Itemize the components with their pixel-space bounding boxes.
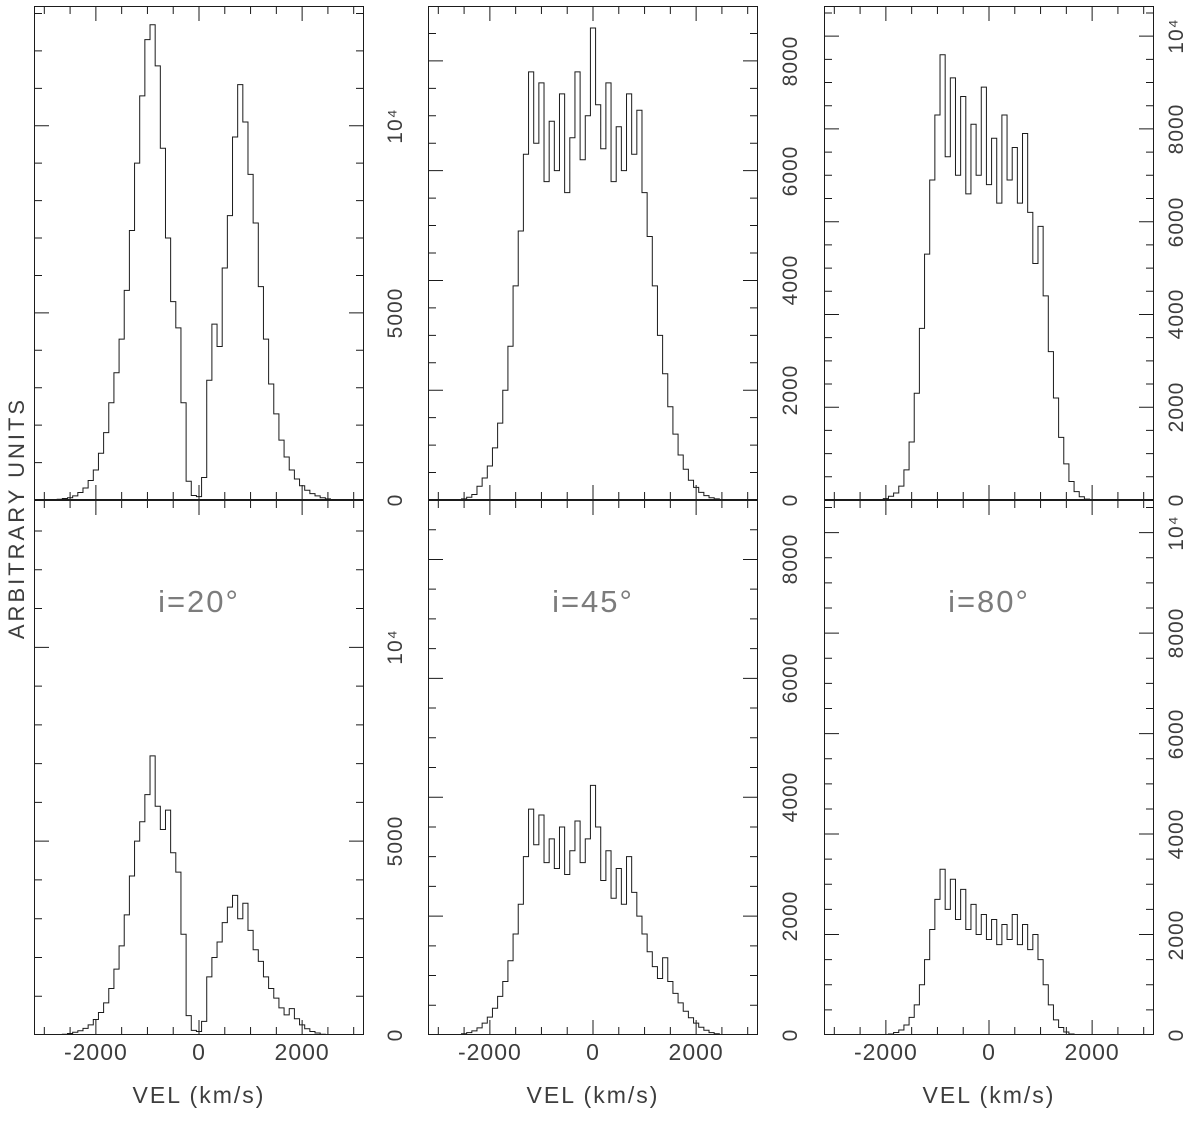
spectrum-step-line bbox=[831, 54, 1147, 500]
y-tick-label: 8000 bbox=[1165, 607, 1188, 659]
y-tick-label: 6000 bbox=[1165, 196, 1188, 248]
y-tick-label: 4000 bbox=[1165, 289, 1188, 340]
y-tick-label: 0 bbox=[779, 1028, 802, 1042]
y-tick-label: 4000 bbox=[1165, 808, 1188, 860]
axis-ticks bbox=[35, 7, 363, 499]
x-axis-title-left: VEL (km/s) bbox=[132, 1082, 266, 1108]
y-tick-label: 6000 bbox=[779, 145, 802, 197]
y-tick-label: 2000 bbox=[1165, 909, 1188, 960]
panel-border bbox=[428, 6, 758, 500]
y-tick-label: 10⁴ bbox=[1165, 18, 1188, 54]
y-tick-label: 8000 bbox=[779, 35, 802, 87]
chart-top-right bbox=[824, 6, 1154, 500]
y-tick-label: 6000 bbox=[779, 652, 802, 704]
axis-ticks bbox=[825, 7, 1153, 499]
inclination-label-20: i=20° bbox=[158, 583, 240, 619]
y-tick-labels-top-left: 0 5000 10⁴ bbox=[364, 0, 428, 506]
y-tick-label: 10⁴ bbox=[384, 629, 407, 666]
x-tick-label: 2000 bbox=[1064, 1039, 1120, 1065]
x-axis-title-middle: VEL (km/s) bbox=[526, 1082, 660, 1108]
y-axis-title-cell: ARBITRARY UNITS bbox=[0, 0, 34, 1035]
y-tick-label: 6000 bbox=[1165, 708, 1188, 759]
spectrum-step-line bbox=[435, 27, 751, 500]
panel-border bbox=[428, 500, 758, 1035]
y-tick-label: 4000 bbox=[779, 771, 802, 823]
y-axis-title: ARBITRARY UNITS bbox=[4, 396, 30, 639]
y-tick-labels-top-middle: 0 2000 4000 6000 8000 bbox=[758, 0, 824, 507]
y-tick-label: 5000 bbox=[384, 287, 407, 339]
spectrum-step-line bbox=[41, 24, 357, 500]
inclination-label-45: i=45° bbox=[552, 583, 634, 619]
chart-top-left bbox=[34, 6, 364, 500]
x-tick-labels-right: -2000 0 2000 bbox=[824, 1035, 1154, 1081]
spectrum-step-line bbox=[435, 784, 751, 1035]
panel-border bbox=[34, 6, 364, 500]
y-tick-label: 4000 bbox=[779, 255, 802, 306]
panel-border bbox=[824, 500, 1154, 1035]
axis-ticks bbox=[825, 501, 1153, 1034]
x-tick-label: 0 bbox=[982, 1039, 996, 1065]
x-tick-label: -2000 bbox=[63, 1039, 128, 1065]
y-tick-label: 0 bbox=[384, 1028, 407, 1042]
x-tick-label: -2000 bbox=[457, 1039, 522, 1065]
chart-bottom-middle bbox=[428, 500, 758, 1035]
x-axis-title-right: VEL (km/s) bbox=[922, 1082, 1056, 1108]
x-tick-label: 2000 bbox=[274, 1039, 330, 1065]
spectrum-step-line bbox=[41, 755, 357, 1035]
chart-bottom-left bbox=[34, 500, 364, 1035]
y-tick-label: 2000 bbox=[779, 364, 802, 416]
panel-bottom-middle: i=45° bbox=[428, 500, 758, 1035]
panel-border bbox=[824, 6, 1154, 500]
y-tick-label: 2000 bbox=[779, 890, 802, 942]
y-tick-labels-top-right: 0 2000 4000 6000 8000 10⁴ bbox=[1154, 0, 1200, 506]
spectrum-step-line bbox=[831, 868, 1147, 1035]
axis-ticks bbox=[429, 7, 757, 499]
x-tick-labels-left: -2000 0 2000 bbox=[34, 1035, 364, 1081]
chart-bottom-right bbox=[824, 500, 1154, 1035]
y-tick-label: 5000 bbox=[384, 815, 407, 867]
y-tick-label: 2000 bbox=[1165, 381, 1188, 433]
y-tick-label: 0 bbox=[1165, 1028, 1188, 1042]
y-tick-labels-bottom-right: 0 2000 4000 6000 8000 10⁴ bbox=[1154, 500, 1200, 1041]
x-tick-label: -2000 bbox=[853, 1039, 918, 1065]
y-tick-label: 10⁴ bbox=[1165, 514, 1188, 551]
inclination-label-80: i=80° bbox=[948, 583, 1030, 619]
y-tick-labels-bottom-middle: 0 2000 4000 6000 8000 bbox=[758, 500, 824, 1041]
panel-top-middle bbox=[428, 0, 758, 500]
axis-ticks bbox=[429, 501, 757, 1034]
chart-top-middle bbox=[428, 6, 758, 500]
x-tick-labels-middle: -2000 0 2000 bbox=[428, 1035, 758, 1081]
axis-ticks bbox=[35, 501, 363, 1034]
panel-top-left bbox=[34, 0, 364, 500]
y-tick-label: 10⁴ bbox=[384, 108, 407, 144]
x-tick-label: 0 bbox=[192, 1039, 206, 1065]
x-tick-label: 2000 bbox=[668, 1039, 724, 1065]
panel-bottom-right: i=80° bbox=[824, 500, 1154, 1035]
y-tick-labels-bottom-left: 0 5000 10⁴ bbox=[364, 500, 428, 1042]
panel-top-right bbox=[824, 0, 1154, 500]
x-tick-label: 0 bbox=[586, 1039, 600, 1065]
panel-bottom-left: i=20° bbox=[34, 500, 364, 1035]
y-tick-label: 8000 bbox=[779, 534, 802, 585]
y-tick-label: 8000 bbox=[1165, 103, 1188, 155]
panel-border bbox=[34, 500, 364, 1035]
